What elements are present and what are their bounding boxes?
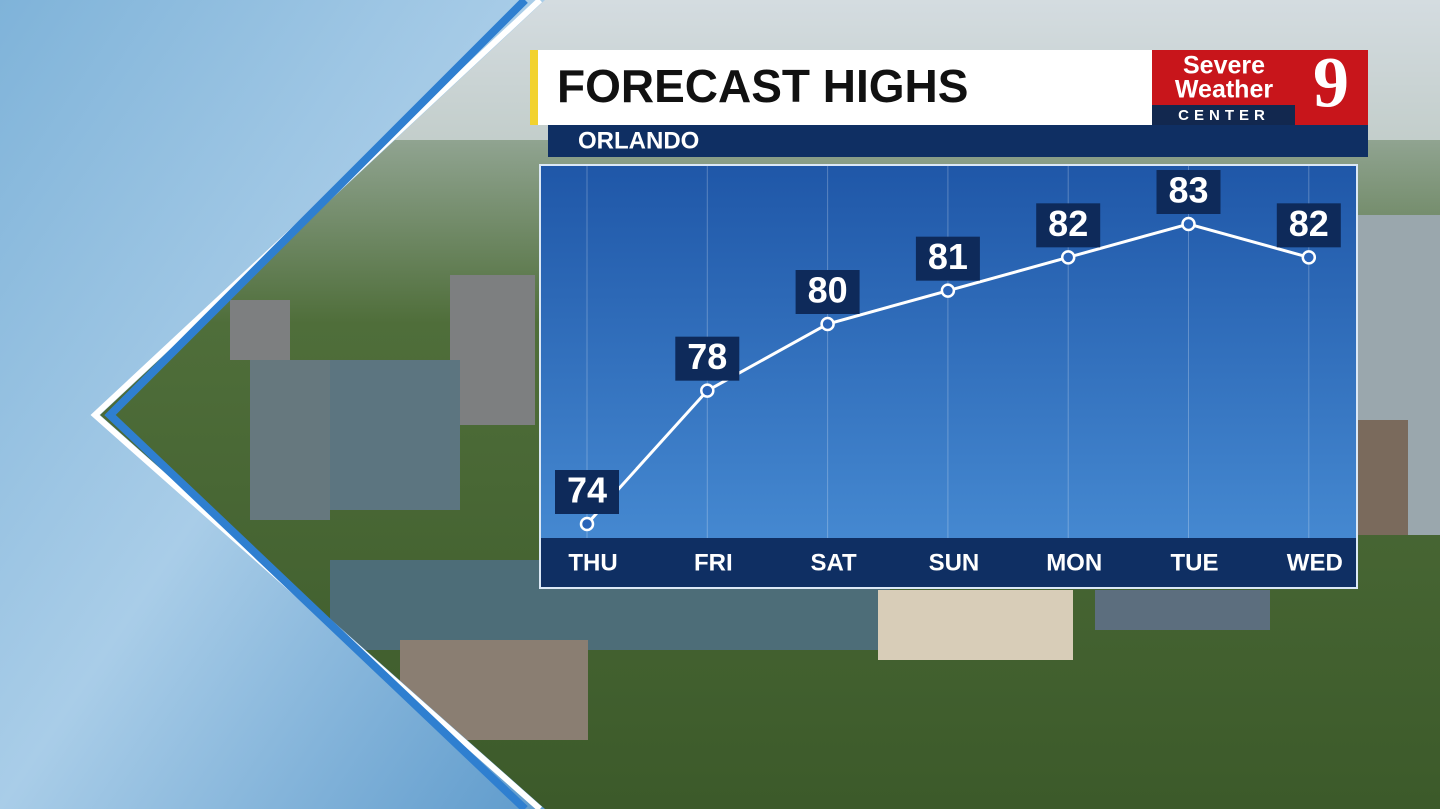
buildings xyxy=(230,215,1440,740)
x-tick-label: WED xyxy=(1287,549,1343,576)
data-label-box xyxy=(1276,203,1341,248)
point xyxy=(1060,250,1076,265)
data-label-box xyxy=(675,336,740,381)
data-label: 82 xyxy=(1289,203,1329,244)
title-accent xyxy=(530,50,538,125)
logo-text: Severe xyxy=(1183,52,1265,80)
plot-area xyxy=(539,164,1358,589)
point xyxy=(579,516,595,532)
axis-bar xyxy=(541,538,1356,587)
logo-strip xyxy=(1152,105,1295,125)
data-label-box xyxy=(555,470,619,514)
data-label-box xyxy=(1156,170,1221,214)
x-tick-label: SUN xyxy=(929,549,980,576)
data-label-box xyxy=(915,236,980,281)
data-label-box xyxy=(795,270,860,314)
data-label: 80 xyxy=(808,270,848,311)
data-label: 83 xyxy=(1168,170,1208,211)
subtitle-bar xyxy=(548,125,1368,157)
x-tick-label: MON xyxy=(1046,549,1102,576)
data-label: 74 xyxy=(567,470,607,511)
x-tick-label: FRI xyxy=(694,549,733,576)
logo-text: CENTER xyxy=(1178,107,1270,124)
point xyxy=(820,316,835,332)
point xyxy=(1301,250,1317,265)
data-label-box xyxy=(1036,203,1101,248)
logo-text: Weather xyxy=(1175,76,1273,104)
data-label: 78 xyxy=(687,336,727,377)
x-tick-label: SAT xyxy=(810,549,857,576)
x-tick-label: THU xyxy=(568,549,617,576)
chart-title: FORECAST HIGHS xyxy=(557,60,968,112)
point xyxy=(940,283,956,298)
chevron-edge xyxy=(104,0,528,809)
point xyxy=(1181,216,1196,232)
data-label: 82 xyxy=(1048,203,1088,244)
chart-subtitle: ORLANDO xyxy=(578,127,699,154)
side-panel xyxy=(0,0,545,809)
x-tick-label: TUE xyxy=(1171,549,1219,576)
data-label: 81 xyxy=(928,236,968,277)
point xyxy=(700,383,715,398)
title-bar xyxy=(530,50,1152,125)
logo-number: 9 xyxy=(1313,43,1349,123)
